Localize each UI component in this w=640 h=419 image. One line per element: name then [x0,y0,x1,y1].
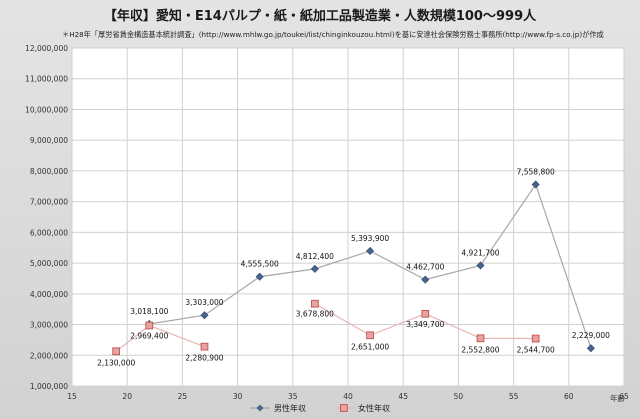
female-point [366,331,374,340]
chart-subtitle: ＊H28年「厚労省賃金構造基本統計調査」(http://www.mhlw.go.… [62,30,604,39]
data-labels: 3,018,100 3,303,000 4,555,500 4,812,400 5,39… [97,167,610,367]
male-point [200,311,209,320]
x-tick-label: 65 [619,392,629,401]
gridlines [71,47,625,387]
male-data-label: 2,229,000 [572,331,610,340]
female-data-label: 2,651,000 [351,342,389,351]
x-tick-label: 60 [564,392,574,401]
female-point [531,334,540,343]
male-point [310,264,319,273]
male-point [586,344,595,353]
legend-male-marker [256,404,264,412]
y-tick-label: 10,000,000 [25,105,68,114]
male-data-label: 5,393,900 [351,234,389,243]
y-tick-label: 4,000,000 [30,290,68,299]
x-tick-label: 50 [454,392,464,401]
x-tick-label: 15 [67,392,77,401]
legend-female-marker [340,404,348,412]
y-tick-label: 9,000,000 [30,136,68,145]
male-point [255,272,264,281]
x-axis-label: 年齢 [610,393,625,403]
male-data-label: 4,555,500 [241,260,279,269]
legend-male-label: 男性年収 [274,403,306,413]
chart-title: 【年収】愛知・E14パルプ・紙・紙加工品製造業・人数規模100～999人 [103,9,537,24]
y-tick-label: 5,000,000 [30,259,68,268]
x-axis-ticks: 15 20 25 30 35 40 45 50 55 60 65 [67,392,629,401]
male-point [476,261,485,270]
female-data-label: 3,678,800 [296,310,334,319]
female-data-label: 3,349,700 [406,320,444,329]
x-tick-label: 40 [343,392,353,401]
female-point [311,299,319,308]
male-data-label: 7,558,800 [517,167,555,176]
y-axis-ticks: 1,000,000 2,000,000 3,000,000 4,000,000 5,00… [25,44,68,391]
female-data-label: 2,280,900 [185,354,223,363]
x-tick-label: 35 [288,392,298,401]
female-data-label: 2,969,400 [130,331,168,340]
female-point [421,309,430,318]
y-tick-label: 8,000,000 [30,167,68,176]
male-data-label: 4,812,400 [296,252,334,261]
male-data-label: 4,462,700 [406,263,444,272]
female-point [200,342,209,351]
legend: 男性年収 女性年収 [250,403,390,413]
female-data-label: 2,552,800 [461,345,499,354]
male-point [531,180,540,189]
y-tick-label: 1,000,000 [30,382,68,391]
x-tick-label: 45 [398,392,408,401]
y-tick-label: 6,000,000 [30,228,68,237]
y-tick-label: 12,000,000 [25,44,68,53]
series-markers [112,180,595,356]
x-tick-label: 20 [122,392,132,401]
x-tick-label: 55 [509,392,519,401]
female-point [145,321,154,330]
x-tick-label: 25 [178,392,188,401]
female-point [112,347,121,356]
y-tick-label: 7,000,000 [30,198,68,207]
x-tick-label: 30 [233,392,243,401]
y-tick-label: 11,000,000 [25,75,68,84]
y-tick-label: 3,000,000 [30,321,68,330]
legend-female-label: 女性年収 [358,403,390,413]
female-point [476,334,485,343]
female-data-label: 2,544,700 [517,346,555,355]
male-point [366,246,375,256]
male-data-label: 4,921,700 [461,248,499,257]
male-data-label: 3,018,100 [130,307,168,316]
female-data-label: 2,130,000 [97,358,135,367]
y-tick-label: 2,000,000 [30,351,68,360]
male-point [421,275,430,284]
male-data-label: 3,303,000 [185,298,223,307]
